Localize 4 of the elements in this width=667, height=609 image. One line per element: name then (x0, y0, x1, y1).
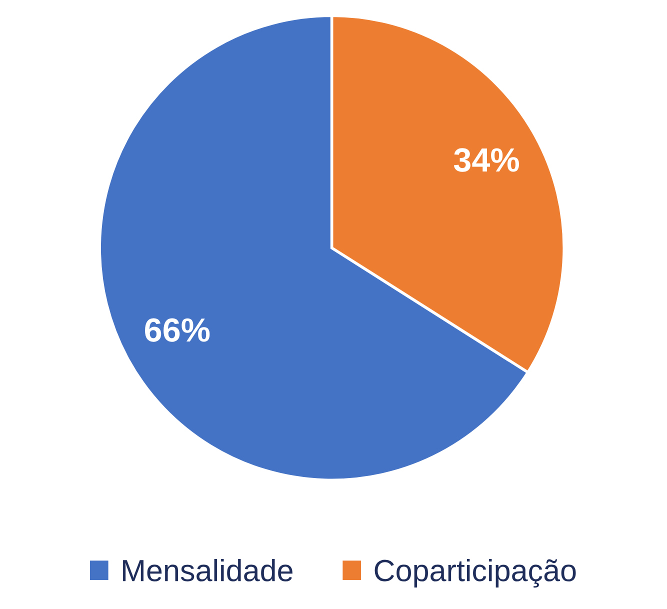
legend-label: Mensalidade (123, 558, 292, 582)
data-label: 34% (454, 148, 519, 172)
legend-label: Coparticipação (374, 558, 576, 588)
data-label: 66% (145, 318, 210, 342)
